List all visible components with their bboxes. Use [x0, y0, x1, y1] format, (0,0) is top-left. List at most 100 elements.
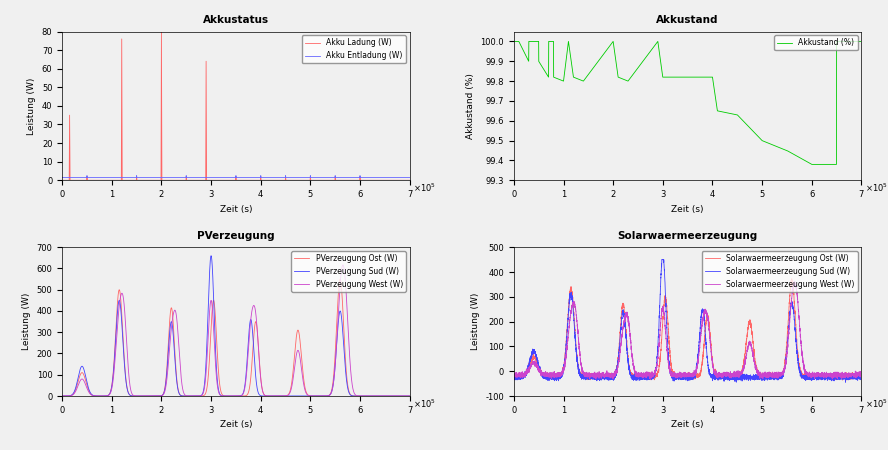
Akku Entladung (W)	[404, 175, 415, 180]
Solarwaermeerzeugung West (W)	[591, 376, 601, 382]
Legend: Solarwaermeerzeugung Ost (W), Solarwaermeerzeugung Sud (W), Solarwaermeerzeugung: Solarwaermeerzeugung Ost (W), Solarwaerm…	[702, 251, 858, 292]
Text: ×10$^5$: ×10$^5$	[413, 182, 436, 194]
Title: PVerzeugung: PVerzeugung	[197, 231, 274, 241]
Line: Akkustand (%): Akkustand (%)	[514, 41, 861, 164]
Solarwaermeerzeugung Ost (W)	[768, 373, 779, 378]
PVerzeugung Ost (W)	[343, 384, 353, 389]
Y-axis label: Leistung (W): Leistung (W)	[471, 293, 480, 350]
Title: Solarwaermeerzeugung: Solarwaermeerzeugung	[617, 231, 757, 241]
Solarwaermeerzeugung Ost (W)	[856, 374, 867, 380]
Akku Entladung (W)	[283, 175, 294, 180]
Solarwaermeerzeugung Sud (W)	[509, 375, 519, 381]
PVerzeugung Sud (W)	[190, 393, 201, 399]
Solarwaermeerzeugung Sud (W)	[856, 374, 867, 379]
Solarwaermeerzeugung Ost (W)	[734, 372, 745, 378]
Akku Entladung (W)	[343, 175, 353, 180]
Solarwaermeerzeugung Ost (W)	[641, 371, 652, 377]
Akkustand (%)	[806, 162, 817, 167]
Solarwaermeerzeugung Sud (W)	[794, 368, 805, 373]
PVerzeugung West (W)	[57, 393, 67, 399]
Y-axis label: Akkustand (%): Akkustand (%)	[466, 73, 475, 139]
PVerzeugung Sud (W)	[266, 393, 276, 399]
Akkustand (%)	[794, 155, 805, 160]
Akku Ladung (W)	[120, 178, 131, 183]
PVerzeugung West (W)	[282, 392, 293, 398]
Akku Entladung (W)	[82, 173, 92, 178]
Akkustand (%)	[509, 39, 519, 44]
Akku Ladung (W)	[190, 178, 201, 183]
PVerzeugung Ost (W)	[57, 393, 67, 399]
PVerzeugung West (W)	[190, 393, 201, 399]
Y-axis label: Leistung (W): Leistung (W)	[28, 77, 36, 135]
Line: Solarwaermeerzeugung West (W): Solarwaermeerzeugung West (W)	[514, 282, 861, 379]
Akkustand (%)	[572, 76, 583, 81]
Y-axis label: Leistung (W): Leistung (W)	[22, 293, 31, 350]
Solarwaermeerzeugung Ost (W)	[787, 276, 797, 281]
Text: ×10$^5$: ×10$^5$	[413, 397, 436, 410]
PVerzeugung West (W)	[120, 317, 131, 322]
Solarwaermeerzeugung Ost (W)	[509, 373, 519, 378]
Title: Akkustand: Akkustand	[656, 15, 719, 25]
PVerzeugung West (W)	[316, 393, 327, 399]
Solarwaermeerzeugung Ost (W)	[841, 378, 852, 383]
Legend: PVerzeugung Ost (W), PVerzeugung Sud (W), PVerzeugung West (W): PVerzeugung Ost (W), PVerzeugung Sud (W)…	[291, 251, 406, 292]
Legend: Akku Ladung (W), Akku Entladung (W): Akku Ladung (W), Akku Entladung (W)	[302, 35, 406, 63]
Akku Entladung (W)	[120, 175, 131, 180]
Solarwaermeerzeugung West (W)	[768, 372, 779, 378]
PVerzeugung West (W)	[266, 393, 276, 399]
Text: ×10$^5$: ×10$^5$	[865, 182, 888, 194]
X-axis label: Zeit (s): Zeit (s)	[671, 205, 704, 214]
Solarwaermeerzeugung Sud (W)	[641, 377, 652, 382]
PVerzeugung Ost (W)	[190, 393, 201, 399]
PVerzeugung Ost (W)	[120, 370, 131, 375]
PVerzeugung West (W)	[343, 322, 353, 328]
Solarwaermeerzeugung Ost (W)	[717, 373, 727, 378]
Akku Entladung (W)	[57, 175, 67, 180]
Line: Solarwaermeerzeugung Sud (W): Solarwaermeerzeugung Sud (W)	[514, 260, 861, 382]
Akku Ladung (W)	[156, 29, 167, 34]
Solarwaermeerzeugung Sud (W)	[717, 372, 727, 378]
PVerzeugung Sud (W)	[206, 253, 217, 258]
Akkustand (%)	[768, 142, 779, 148]
Solarwaermeerzeugung Sud (W)	[768, 375, 779, 380]
PVerzeugung Sud (W)	[120, 372, 131, 378]
Akku Entladung (W)	[190, 175, 201, 180]
X-axis label: Zeit (s): Zeit (s)	[671, 420, 704, 429]
Solarwaermeerzeugung West (W)	[856, 373, 867, 378]
PVerzeugung Sud (W)	[343, 387, 353, 392]
PVerzeugung Ost (W)	[316, 393, 327, 399]
Solarwaermeerzeugung West (W)	[734, 373, 745, 378]
PVerzeugung Ost (W)	[335, 276, 345, 282]
Solarwaermeerzeugung Sud (W)	[840, 379, 851, 385]
PVerzeugung Sud (W)	[57, 393, 67, 399]
Akku Ladung (W)	[283, 178, 294, 183]
Solarwaermeerzeugung Sud (W)	[656, 257, 667, 262]
Solarwaermeerzeugung West (W)	[572, 320, 583, 325]
Akku Ladung (W)	[404, 178, 415, 183]
X-axis label: Zeit (s): Zeit (s)	[219, 420, 252, 429]
Akkustand (%)	[734, 115, 745, 120]
Solarwaermeerzeugung West (W)	[717, 374, 727, 379]
Akkustand (%)	[856, 39, 867, 44]
Line: PVerzeugung Ost (W): PVerzeugung Ost (W)	[62, 279, 409, 396]
PVerzeugung Ost (W)	[282, 392, 293, 397]
PVerzeugung Sud (W)	[283, 393, 294, 399]
Akkustand (%)	[641, 54, 652, 59]
PVerzeugung West (W)	[337, 262, 348, 268]
Title: Akkustatus: Akkustatus	[202, 15, 269, 25]
Akku Ladung (W)	[343, 178, 353, 183]
Akku Ladung (W)	[266, 178, 276, 183]
Solarwaermeerzeugung Sud (W)	[572, 354, 583, 360]
Solarwaermeerzeugung West (W)	[789, 279, 800, 284]
Line: PVerzeugung West (W): PVerzeugung West (W)	[62, 265, 409, 396]
Line: PVerzeugung Sud (W): PVerzeugung Sud (W)	[62, 256, 409, 396]
Line: Solarwaermeerzeugung Ost (W): Solarwaermeerzeugung Ost (W)	[514, 279, 861, 380]
Line: Akku Ladung (W): Akku Ladung (W)	[62, 32, 409, 180]
Solarwaermeerzeugung Ost (W)	[572, 353, 583, 359]
Solarwaermeerzeugung West (W)	[795, 324, 805, 329]
PVerzeugung West (W)	[404, 393, 415, 399]
Solarwaermeerzeugung Ost (W)	[794, 367, 805, 372]
Akkustand (%)	[717, 109, 727, 114]
Solarwaermeerzeugung Sud (W)	[734, 377, 745, 382]
Akku Entladung (W)	[316, 175, 327, 180]
